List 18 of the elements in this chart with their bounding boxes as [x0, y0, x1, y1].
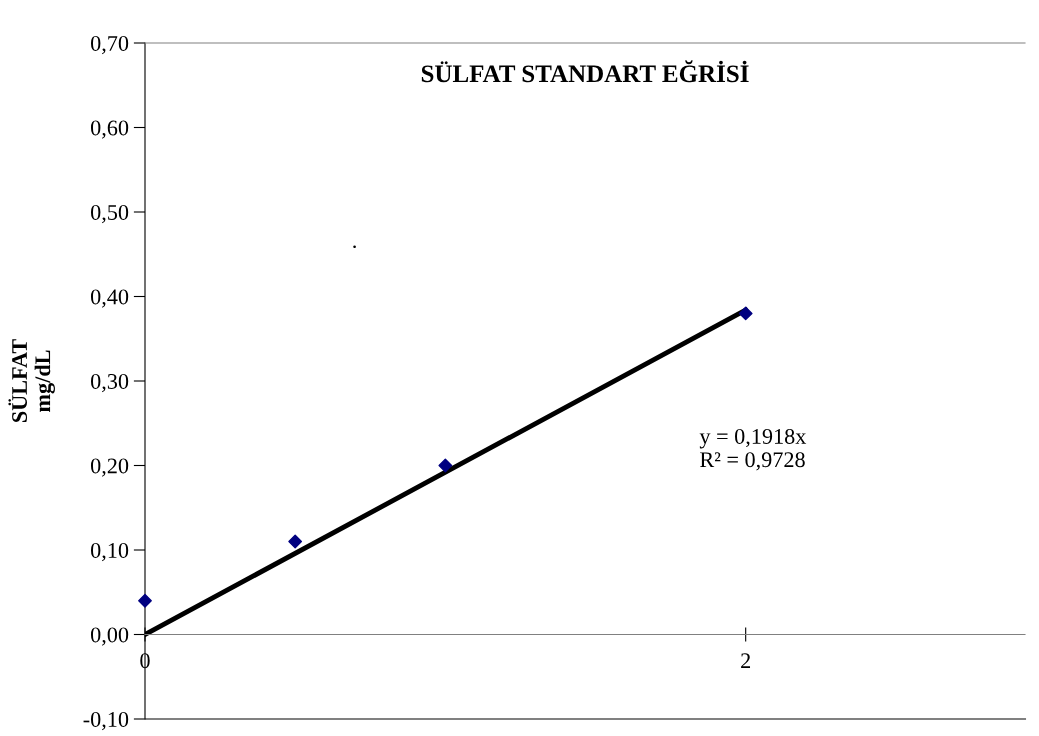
y-axis-title: SÜLFAT mg/dL — [8, 339, 55, 423]
y-tick-label: 0,30 — [90, 373, 129, 393]
y-tick-label: -0,10 — [83, 711, 129, 731]
annotation: . — [353, 245, 356, 249]
y-tick-label: 0,00 — [90, 627, 129, 646]
y-tick-label: 0,20 — [90, 458, 129, 477]
text: SÜLFAT STANDART EĞRİSİ — [421, 60, 749, 83]
point — [138, 593, 152, 608]
x-tick-label: 2 — [741, 653, 751, 668]
point — [738, 306, 753, 321]
y-tick-label: 0,10 — [90, 542, 129, 562]
point — [288, 534, 303, 549]
y-tick-label: 0,70 — [90, 35, 129, 55]
y-tick-label: 0,50 — [90, 204, 129, 224]
y-tick-label: 0,60 — [90, 120, 129, 139]
point — [438, 458, 453, 473]
y-tick-label: 0,40 — [90, 289, 129, 308]
annotation: y = 0,1918x R² = 0,9728 — [699, 428, 807, 471]
